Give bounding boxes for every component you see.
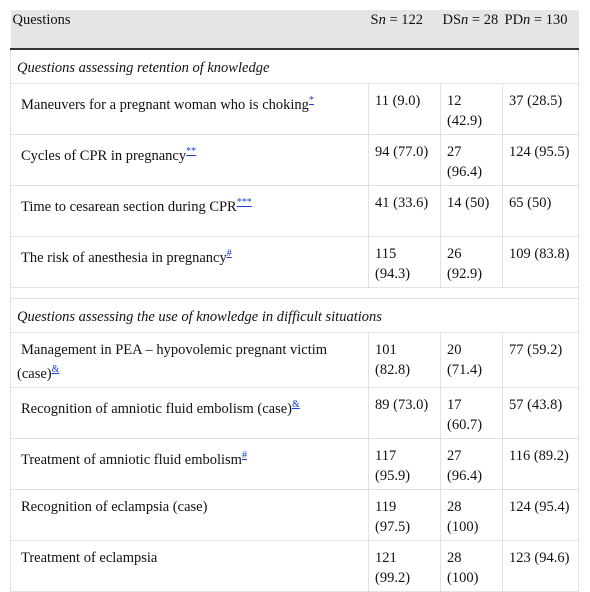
value-cell: 27 (96.4) bbox=[440, 134, 503, 186]
value-cell: 65 (50) bbox=[502, 185, 579, 237]
value-cell: 77 (59.2) bbox=[502, 332, 579, 388]
question-cell: Time to cesarean section during CPR*** bbox=[10, 185, 369, 237]
question-text: Maneuvers for a pregnant woman who is ch… bbox=[21, 97, 309, 113]
question-cell: Recognition of amniotic fluid embolism (… bbox=[10, 387, 369, 439]
footnote-link[interactable]: ** bbox=[186, 146, 197, 157]
data-row: Management in PEA – hypovolemic pregnant… bbox=[10, 332, 579, 388]
header-cell: DSn = 28 bbox=[440, 10, 503, 50]
value-cell: 115 (94.3) bbox=[368, 236, 441, 288]
value-cell: 11 (9.0) bbox=[368, 83, 441, 135]
value-cell: 17 (60.7) bbox=[440, 387, 503, 439]
footnote-link[interactable]: *** bbox=[236, 197, 252, 208]
section-title: Questions assessing the use of knowledge… bbox=[10, 298, 579, 333]
value-cell: 28 (100) bbox=[440, 489, 503, 541]
question-text: Management in PEA – hypovolemic pregnant… bbox=[17, 342, 328, 382]
header-row: Questions Sn = 122 DSn = 28 PDn = 130 bbox=[10, 10, 579, 50]
data-row: Maneuvers for a pregnant woman who is ch… bbox=[10, 83, 579, 135]
group-size: = 130 bbox=[530, 12, 568, 28]
value-cell: 20 (71.4) bbox=[440, 332, 503, 388]
value-cell: 14 (50) bbox=[440, 185, 503, 237]
question-text: Recognition of amniotic fluid embolism (… bbox=[21, 401, 293, 417]
n-label: n bbox=[378, 12, 386, 28]
data-row: Cycles of CPR in pregnancy** 94 (77.0) 27 … bbox=[10, 134, 579, 186]
data-row: Recognition of amniotic fluid embolism (… bbox=[10, 387, 579, 439]
question-text: Recognition of eclampsia (case) bbox=[21, 499, 208, 515]
group-size: = 28 bbox=[468, 12, 499, 28]
value-cell: 57 (43.8) bbox=[502, 387, 579, 439]
value-cell: 27 (96.4) bbox=[440, 438, 503, 490]
group-label: S bbox=[370, 12, 379, 28]
spacer-cell bbox=[10, 287, 579, 299]
group-label: PD bbox=[504, 12, 524, 28]
data-table: Questions Sn = 122 DSn = 28 PDn = 130 Quest… bbox=[10, 10, 579, 592]
footnote-link[interactable]: # bbox=[241, 450, 247, 461]
question-cell: Recognition of eclampsia (case) bbox=[10, 489, 369, 541]
question-text: The risk of anesthesia in pregnancy bbox=[21, 250, 227, 266]
footnote-link[interactable]: & bbox=[292, 399, 300, 410]
value-cell: 116 (89.2) bbox=[502, 438, 579, 490]
value-cell: 101 (82.8) bbox=[368, 332, 441, 388]
value-cell: 94 (77.0) bbox=[368, 134, 441, 186]
table-body: Questions assessing retention of knowled… bbox=[10, 48, 579, 592]
question-text: Treatment of eclampsia bbox=[21, 550, 158, 566]
footnote-link[interactable]: & bbox=[51, 364, 60, 375]
question-cell: Management in PEA – hypovolemic pregnant… bbox=[10, 332, 369, 388]
value-cell: 12 (42.9) bbox=[440, 83, 503, 135]
group-label: DS bbox=[442, 12, 462, 28]
question-text: Treatment of amniotic fluid embolism bbox=[21, 452, 242, 468]
section-row: Questions assessing retention of knowled… bbox=[10, 48, 579, 84]
footnote-link[interactable]: # bbox=[226, 248, 232, 259]
data-row: Treatment of eclampsia 121 (99.2) 28 (100)… bbox=[10, 540, 579, 592]
value-cell: 117 (95.9) bbox=[368, 438, 441, 490]
value-cell: 124 (95.5) bbox=[502, 134, 579, 186]
section-row: Questions assessing the use of knowledge… bbox=[10, 298, 579, 333]
n-label: n bbox=[461, 12, 469, 28]
question-text: Cycles of CPR in pregnancy bbox=[21, 148, 187, 164]
question-cell: Cycles of CPR in pregnancy** bbox=[10, 134, 369, 186]
value-cell: 41 (33.6) bbox=[368, 185, 441, 237]
value-cell: 109 (83.8) bbox=[502, 236, 579, 288]
header-cell: Sn = 122 bbox=[368, 10, 441, 50]
data-row: Recognition of eclampsia (case) 119 (97.5… bbox=[10, 489, 579, 541]
header-cell: Questions bbox=[10, 10, 369, 50]
value-cell: 26 (92.9) bbox=[440, 236, 503, 288]
value-cell: 89 (73.0) bbox=[368, 387, 441, 439]
n-label: n bbox=[523, 12, 531, 28]
value-cell: 123 (94.6) bbox=[502, 540, 579, 592]
header-cell: PDn = 130 bbox=[502, 10, 579, 50]
value-cell: 37 (28.5) bbox=[502, 83, 579, 135]
footnote-link[interactable]: * bbox=[308, 95, 314, 106]
table-header: Questions Sn = 122 DSn = 28 PDn = 130 bbox=[10, 10, 579, 50]
spacer-row bbox=[10, 287, 579, 299]
value-cell: 119 (97.5) bbox=[368, 489, 441, 541]
question-cell: Maneuvers for a pregnant woman who is ch… bbox=[10, 83, 369, 135]
data-row: The risk of anesthesia in pregnancy# 115 … bbox=[10, 236, 579, 288]
question-cell: Treatment of amniotic fluid embolism# bbox=[10, 438, 369, 490]
data-row: Time to cesarean section during CPR*** 41… bbox=[10, 185, 579, 237]
data-row: Treatment of amniotic fluid embolism# 117… bbox=[10, 438, 579, 490]
value-cell: 28 (100) bbox=[440, 540, 503, 592]
value-cell: 121 (99.2) bbox=[368, 540, 441, 592]
question-cell: The risk of anesthesia in pregnancy# bbox=[10, 236, 369, 288]
question-cell: Treatment of eclampsia bbox=[10, 540, 369, 592]
value-cell: 124 (95.4) bbox=[502, 489, 579, 541]
group-size: = 122 bbox=[385, 12, 424, 28]
question-text: Time to cesarean section during CPR bbox=[21, 199, 237, 215]
section-title: Questions assessing retention of knowled… bbox=[10, 48, 579, 84]
